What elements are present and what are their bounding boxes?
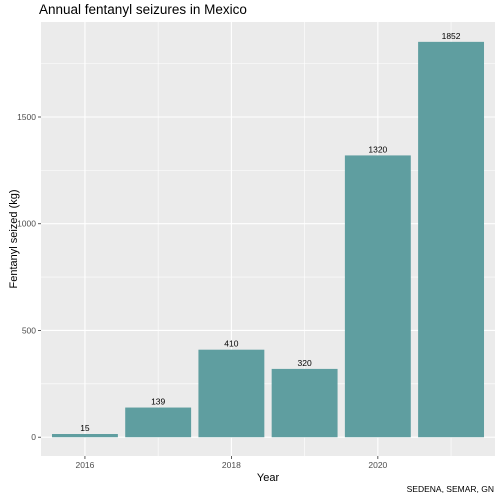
- bar-2020: [344, 155, 411, 438]
- bar-2016: [51, 434, 118, 438]
- bar-2021: [418, 41, 485, 438]
- source-caption: SEDENA, SEMAR, GN: [406, 484, 494, 494]
- x-axis: 2016 2018 2020: [75, 456, 388, 470]
- bars: [51, 41, 485, 438]
- bar-2017: [125, 407, 192, 438]
- bar-2018: [198, 349, 265, 438]
- data-labels: 15 139 410 320 1320 1852: [80, 31, 461, 433]
- x-tick-label: 2020: [368, 460, 387, 470]
- x-tick-label: 2018: [222, 460, 241, 470]
- data-label-2017: 139: [151, 397, 165, 407]
- chart-title: Annual fentanyl seizures in Mexico: [39, 2, 247, 17]
- y-tick-label: 1500: [17, 112, 36, 122]
- y-axis: 0 500 1000 1500: [17, 112, 41, 442]
- data-label-2021: 1852: [442, 31, 461, 41]
- x-axis-title: Year: [257, 472, 280, 484]
- data-label-2020: 1320: [368, 144, 387, 154]
- y-tick-label: 500: [22, 325, 36, 335]
- data-label-2019: 320: [298, 358, 312, 368]
- y-tick-label: 0: [31, 432, 36, 442]
- data-label-2016: 15: [80, 423, 90, 433]
- bar-2019: [271, 368, 338, 438]
- y-axis-title: Fentanyl seized (kg): [8, 189, 20, 288]
- data-label-2018: 410: [224, 339, 238, 349]
- y-tick-label: 1000: [17, 219, 36, 229]
- x-tick-label: 2016: [75, 460, 94, 470]
